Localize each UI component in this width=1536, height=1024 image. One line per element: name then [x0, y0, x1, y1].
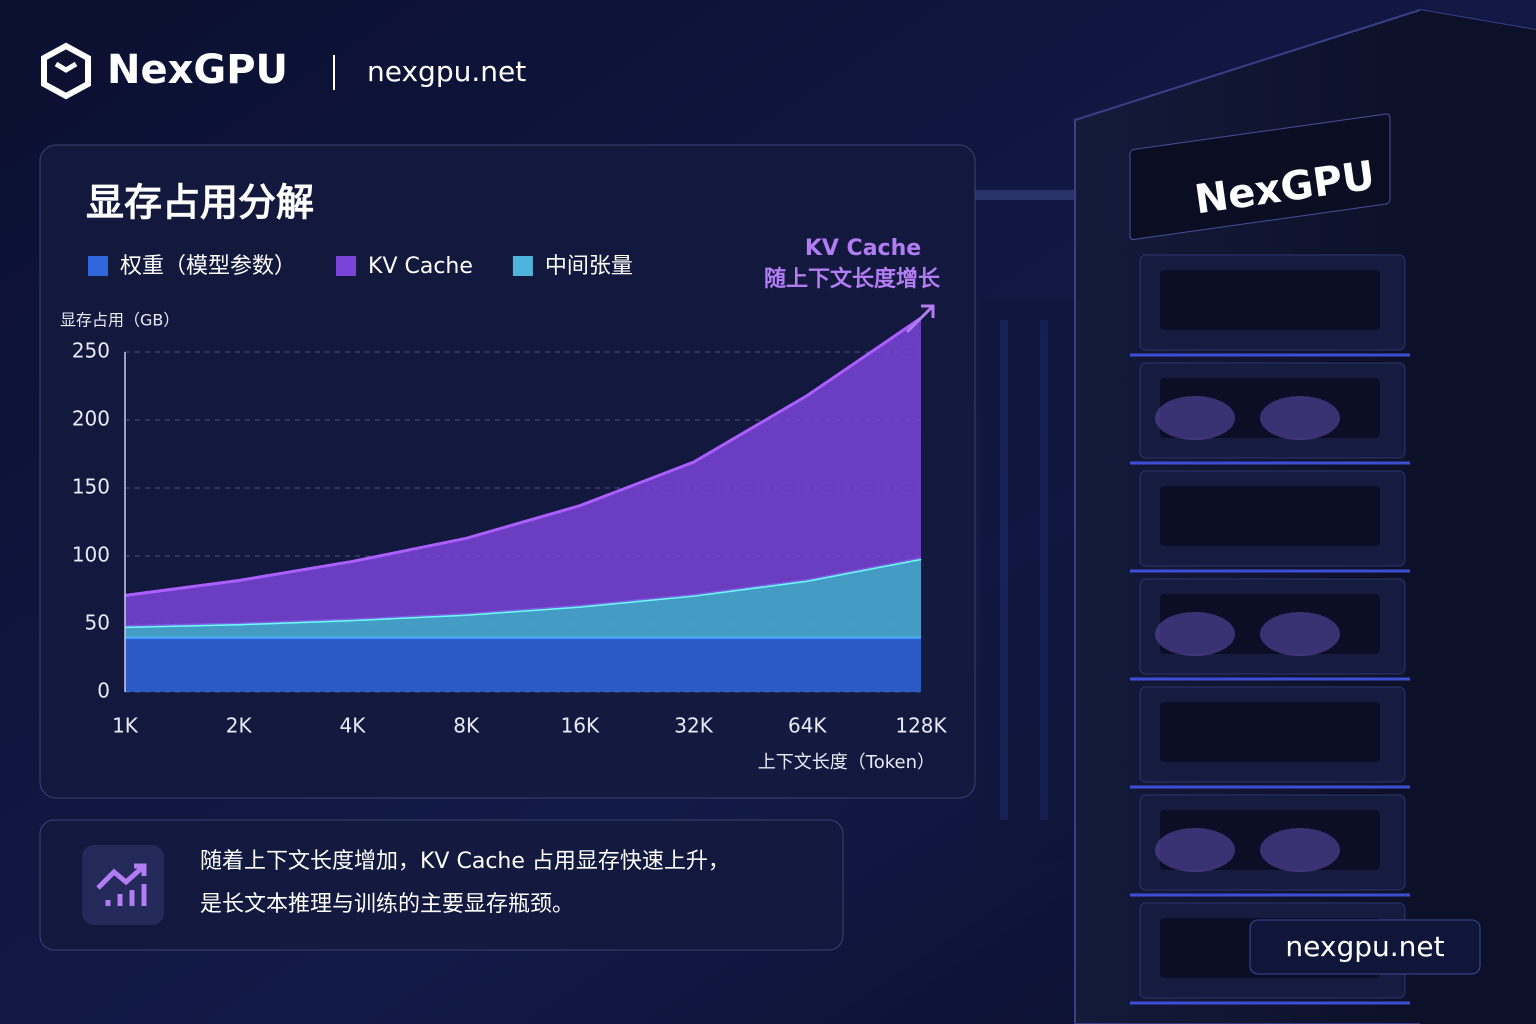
plot: 0 50 100 150 200 250 1K 2K 4K 8K 16K 32K 64K 128K 权重（模…	[72, 254, 948, 738]
y-tick-label: 100	[72, 543, 110, 567]
area	[125, 637, 921, 692]
area	[125, 558, 921, 638]
x-tick-label: 1K	[112, 714, 139, 738]
note-icon-box	[82, 845, 164, 925]
annotation: KV Cache	[805, 236, 921, 261]
legend-label: KV Cache	[368, 254, 473, 279]
area-edge	[124, 557, 922, 629]
rack-vent	[1160, 702, 1380, 762]
x-tick-label: 128K	[895, 714, 947, 738]
fan	[1155, 612, 1235, 656]
bg-racks	[975, 190, 1075, 860]
fan	[1155, 396, 1235, 440]
legend-label: 权重（模型参数）	[120, 254, 296, 279]
x-tick-label: 2K	[226, 714, 253, 738]
x-tick-label: 8K	[453, 714, 480, 738]
x-axis-label: 上下文长度（Token）	[758, 752, 935, 773]
area	[125, 318, 921, 627]
server-rack: nexgpu.net NexGPU	[1074, 8, 1536, 1024]
x-tick-label: 16K	[561, 714, 600, 738]
y-tick-label: 50	[85, 611, 110, 635]
trend-icon	[96, 863, 147, 906]
y-axis-label: 显存占用（GB）	[60, 311, 179, 330]
y-tick-label: 0	[97, 679, 110, 703]
fan	[1260, 396, 1340, 440]
rack-url: nexgpu.net	[1285, 930, 1444, 963]
y-tick-label: 250	[72, 339, 110, 363]
annotation-arrow	[921, 304, 935, 318]
x-tick-label: 32K	[674, 714, 713, 738]
header-url: nexgpu.net	[367, 55, 526, 88]
y-tick-label: 200	[72, 407, 110, 431]
logo	[41, 42, 91, 100]
y-tick-label: 150	[72, 475, 110, 499]
rack-vent	[1160, 270, 1380, 330]
x-tick-label: 4K	[340, 714, 367, 738]
annotation-arrow	[905, 304, 935, 334]
legend-swatch	[88, 256, 108, 276]
url-badge	[1249, 919, 1481, 975]
chart-title: 显存占用分解	[86, 181, 314, 225]
note-line: 是长文本推理与训练的主要显存瓶颈。	[200, 892, 574, 917]
brand: NexGPU	[107, 47, 288, 93]
area-edge	[124, 316, 922, 597]
legend-swatch	[512, 256, 533, 276]
note-panel	[39, 819, 844, 951]
fan	[1155, 828, 1235, 872]
annotation: 随上下文长度增长	[764, 266, 941, 292]
fan	[1260, 828, 1340, 872]
rack-vent	[1160, 486, 1380, 546]
legend-swatch	[336, 256, 357, 276]
legend-label: 中间张量	[545, 254, 633, 279]
fan	[1260, 612, 1340, 656]
note-line: 随着上下文长度增加，KV Cache 占用显存快速上升，	[200, 849, 730, 874]
x-tick-label: 64K	[788, 714, 827, 738]
